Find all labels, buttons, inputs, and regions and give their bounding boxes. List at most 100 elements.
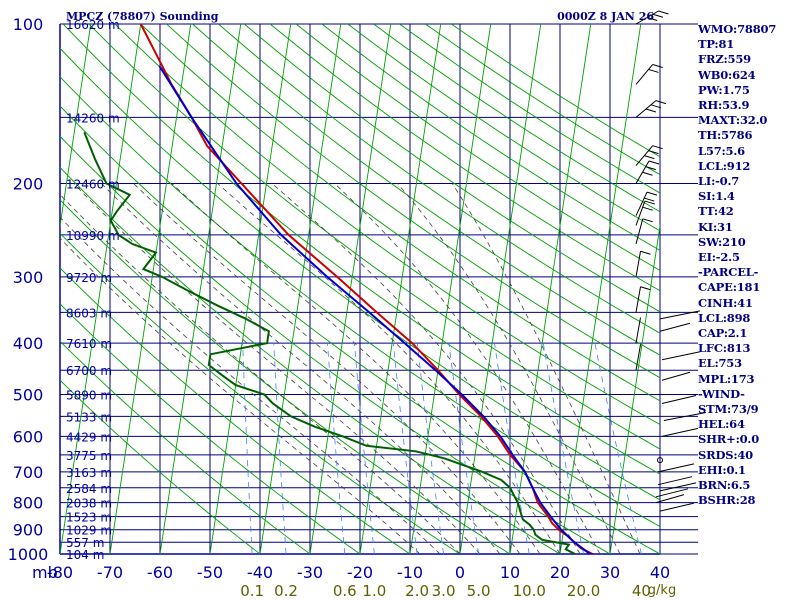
wind-barb-flag bbox=[642, 171, 653, 176]
sounding-parameter: TH:5786 bbox=[698, 128, 753, 143]
mixing-ratio-line bbox=[392, 343, 418, 554]
height-label: 1523 m bbox=[66, 511, 112, 525]
mixing-ratio-label: 40 bbox=[632, 582, 651, 600]
dry-adiabat-line bbox=[269, 24, 660, 292]
hodograph-segment bbox=[655, 488, 689, 498]
axis-labels: 0.1 0.2 0.6 1.0 2.0 3.0 5.0 10.0 20.0 40g/kg -80 -7… bbox=[8, 15, 677, 600]
sounding-parameter: -WIND- bbox=[698, 386, 745, 401]
height-label: 16620 m bbox=[66, 18, 120, 32]
hodograph-segment bbox=[661, 371, 691, 381]
mixing-ratio-line bbox=[448, 343, 479, 554]
sounding-parameter: PW:1.75 bbox=[698, 82, 750, 97]
dry-adiabat-line bbox=[60, 199, 511, 554]
mixing-ratio-label: 5.0 bbox=[467, 582, 491, 600]
wind-barb-staff bbox=[635, 317, 642, 344]
mixing-ratio-label: 1.0 bbox=[362, 582, 386, 600]
sounding-parameter: MAXT:32.0 bbox=[698, 113, 768, 128]
isotherm-line bbox=[109, 24, 192, 554]
x-tick-label: -20 bbox=[347, 563, 373, 582]
chart-title: MPCZ (78807) Sounding bbox=[66, 10, 219, 23]
x-tick-label: -70 bbox=[97, 563, 123, 582]
height-label: 3163 m bbox=[66, 466, 112, 480]
height-label: 557 m bbox=[66, 536, 104, 550]
hodograph-segment bbox=[657, 476, 693, 486]
height-label: 8603 m bbox=[66, 306, 112, 320]
height-label: 6700 m bbox=[66, 364, 112, 378]
pressure-tick-label: 500 bbox=[13, 385, 44, 404]
sounding-parameter: BSHR:28 bbox=[698, 493, 756, 508]
pressure-tick-label: 800 bbox=[13, 494, 44, 513]
pressure-tick-label: 900 bbox=[13, 521, 44, 540]
sounding-parameter: SW:210 bbox=[698, 234, 746, 249]
dry-adiabat-line bbox=[60, 303, 361, 554]
hodograph-segment bbox=[663, 412, 707, 422]
sounding-parameter: HEL:64 bbox=[698, 417, 745, 432]
sounding-parameter: LCL:898 bbox=[698, 310, 751, 325]
moist-adiabat-line bbox=[171, 183, 541, 554]
dry-adiabat-line bbox=[60, 267, 411, 554]
thermo-background bbox=[60, 24, 660, 554]
isotherm-line bbox=[609, 222, 660, 554]
dry-adiabat-line bbox=[60, 232, 461, 554]
sounding-parameter: L57:5.6 bbox=[698, 143, 745, 158]
moist-adiabat-line bbox=[271, 183, 581, 554]
x-tick-label: 0 bbox=[455, 563, 465, 582]
moist-adiabat-line bbox=[101, 183, 501, 554]
sounding-traces bbox=[83, 24, 597, 554]
dry-adiabat-line bbox=[321, 24, 660, 251]
isotherm-line bbox=[159, 24, 242, 554]
mixing-ratio-label: 0.1 bbox=[240, 582, 264, 600]
moist-adiabat-line bbox=[397, 183, 621, 554]
dry-adiabat-line bbox=[218, 24, 660, 334]
sounding-parameter: WMO:78807 bbox=[698, 22, 777, 36]
x-tick-label: -30 bbox=[297, 563, 323, 582]
height-label: 2038 m bbox=[66, 497, 112, 511]
wind-barb-flag bbox=[644, 197, 655, 202]
height-label: 7610 m bbox=[66, 337, 112, 351]
parcel-trace bbox=[158, 65, 596, 554]
sounding-parameter: EI:-2.5 bbox=[698, 250, 740, 265]
wind-barb-flag bbox=[644, 200, 656, 205]
pressure-tick-label: 600 bbox=[13, 427, 44, 446]
isotherm-line bbox=[559, 24, 642, 554]
wind-barb-staff bbox=[635, 286, 642, 313]
moist-adiabat-line bbox=[73, 183, 481, 554]
wind-barb-flag bbox=[658, 10, 669, 15]
x-tick-label: -10 bbox=[397, 563, 423, 582]
hodograph-segment bbox=[661, 351, 701, 361]
mixing-ratio-label: 3.0 bbox=[432, 582, 456, 600]
x-tick-label: -60 bbox=[147, 563, 173, 582]
moist-adiabat-line bbox=[334, 183, 601, 554]
sounding-parameter: WB0:624 bbox=[698, 67, 756, 82]
storm-motion-marker bbox=[657, 457, 663, 464]
dry-adiabat-line bbox=[140, 24, 660, 402]
sounding-parameter: LI:-0.7 bbox=[698, 174, 740, 189]
dry-adiabat-line bbox=[60, 379, 261, 554]
x-tick-label: -40 bbox=[247, 563, 273, 582]
wind-barb-flag bbox=[642, 206, 653, 211]
mixing-ratio-line bbox=[327, 343, 346, 554]
dewpoint-trace bbox=[83, 131, 578, 554]
mixing-ratio-line bbox=[273, 343, 287, 554]
x-tick-label: -80 bbox=[47, 563, 73, 582]
wind-barb-flag bbox=[645, 108, 657, 113]
hodograph-segment bbox=[661, 427, 699, 437]
hodograph-segment bbox=[657, 463, 695, 473]
hodograph-segment bbox=[659, 482, 697, 492]
wind-barb-staff bbox=[635, 191, 648, 216]
wind-barb-staff bbox=[635, 251, 642, 277]
mixing-ratio-line bbox=[242, 343, 253, 554]
sounding-parameter: TP:81 bbox=[698, 37, 735, 52]
dry-adiabat-line bbox=[166, 24, 660, 379]
sounding-parameter: KI:31 bbox=[698, 219, 733, 234]
sounding-parameter: MPL:173 bbox=[698, 371, 755, 386]
wind-barb-staff bbox=[635, 64, 654, 85]
mixing-ratio-line bbox=[542, 343, 584, 554]
mixing-ratio-label: 0.6 bbox=[333, 582, 357, 600]
sounding-parameter: EL:753 bbox=[698, 356, 742, 371]
sounding-parameter: SRDS:40 bbox=[698, 447, 753, 462]
wind-barb-flag bbox=[640, 286, 651, 291]
isotherm-line bbox=[60, 24, 92, 229]
sounding-parameter: LFC:813 bbox=[698, 341, 751, 356]
mixing-ratio-label: 20.0 bbox=[567, 582, 600, 600]
